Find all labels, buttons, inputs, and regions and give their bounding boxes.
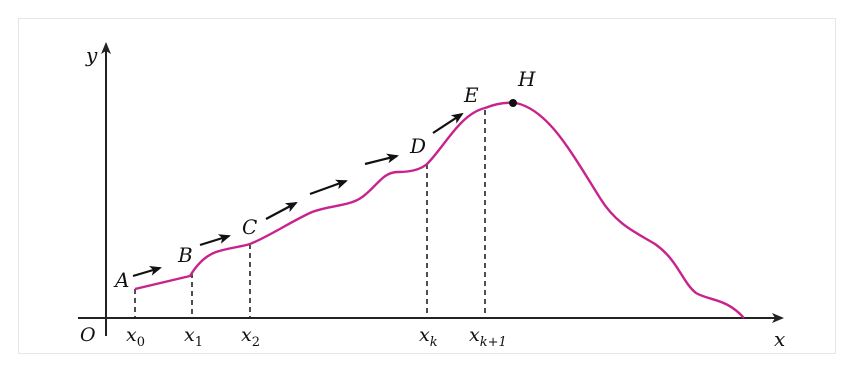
x-tick-labels: x0 x1 x2 xk xk+1: [126, 324, 507, 350]
tick-x1: x1: [184, 324, 203, 350]
arrow-b-c: [199, 234, 231, 247]
arrow-c-mid1: [265, 202, 298, 220]
label-h: H: [517, 67, 536, 91]
label-b: B: [177, 243, 193, 267]
arrow-a-b: [132, 266, 162, 278]
arrow-mid1-mid2: [309, 179, 348, 196]
x-axis-label: x: [774, 327, 785, 351]
point-h-dot: [509, 99, 517, 107]
y-axis-label: y: [85, 43, 98, 67]
label-a: A: [113, 268, 129, 292]
tick-x0: x0: [126, 324, 145, 350]
dashed-guides: [134, 110, 486, 318]
curve-path: [134, 101, 745, 319]
label-e: E: [463, 83, 479, 107]
tick-xk: xk: [419, 324, 438, 350]
label-d: D: [409, 134, 426, 158]
arrow-mid2-d: [364, 153, 399, 166]
tick-x2: x2: [241, 324, 260, 350]
direction-arrows: [132, 112, 464, 278]
tick-xk1: xk+1: [469, 324, 507, 350]
origin-label: O: [80, 324, 96, 346]
arrow-d-e: [432, 112, 464, 134]
label-c: C: [242, 215, 257, 239]
